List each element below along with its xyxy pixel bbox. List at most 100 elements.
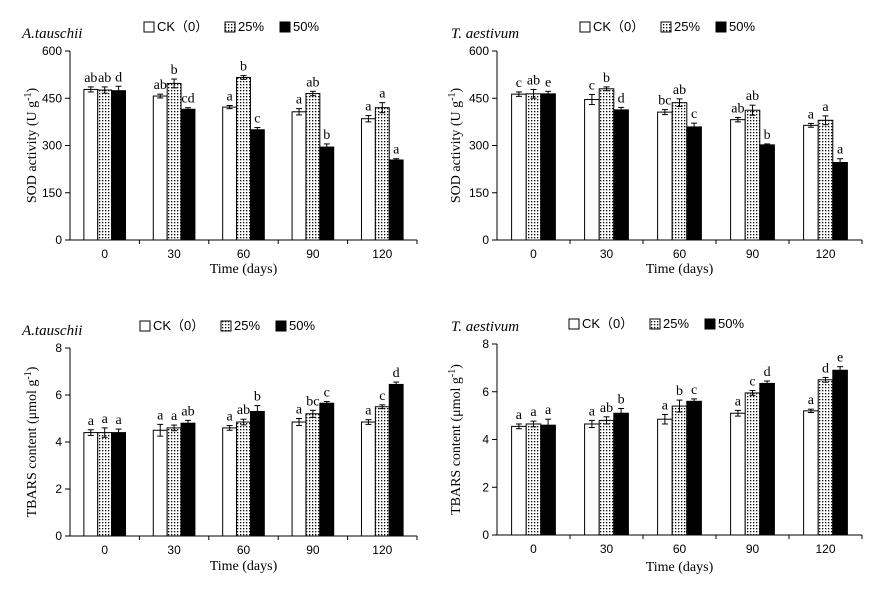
- y-tick-label: 300: [42, 139, 62, 153]
- significance-label: a: [837, 143, 844, 158]
- significance-label: a: [393, 143, 400, 158]
- bar: [803, 124, 819, 241]
- y-tick-label: 150: [469, 186, 489, 200]
- x-tick-label: 60: [673, 247, 687, 261]
- bar: [744, 392, 761, 536]
- significance-label: a: [296, 403, 303, 418]
- bar: [83, 432, 99, 537]
- significance-label: c: [589, 78, 595, 93]
- significance-label: ab: [746, 89, 759, 104]
- significance-label: ab: [673, 83, 686, 98]
- significance-label: e: [545, 75, 551, 90]
- y-tick-label: 300: [469, 139, 489, 153]
- significance-label: d: [393, 366, 400, 381]
- legend-label: 25%: [663, 316, 689, 331]
- bar: [817, 379, 834, 536]
- bar: [305, 413, 321, 537]
- legend-swatch: [704, 318, 716, 330]
- y-tick-label: 0: [55, 233, 62, 247]
- x-tick-label: 30: [600, 542, 614, 556]
- bar: [166, 427, 182, 537]
- legend-label: 25%: [674, 19, 700, 34]
- bar: [152, 429, 168, 537]
- bar: [374, 406, 390, 537]
- bar: [360, 118, 376, 241]
- x-tick-label: 90: [746, 247, 760, 261]
- x-tick-label: 60: [673, 542, 687, 556]
- bar: [180, 108, 196, 241]
- significance-label: a: [545, 403, 552, 418]
- y-tick-label: 150: [42, 186, 62, 200]
- significance-label: b: [171, 63, 178, 78]
- y-tick-label: 4: [482, 433, 489, 447]
- legend-label: 50%: [289, 318, 315, 333]
- bar: [236, 76, 251, 241]
- legend-label: CK（0）: [153, 318, 204, 333]
- significance-label: ab: [237, 403, 250, 418]
- significance-label: a: [88, 414, 95, 429]
- significance-label: a: [589, 404, 596, 419]
- legend-swatch: [568, 318, 580, 330]
- bar: [657, 111, 673, 241]
- legend-swatch: [224, 21, 236, 33]
- significance-label: a: [115, 413, 122, 428]
- significance-label: ab: [731, 101, 744, 116]
- bar: [236, 421, 251, 537]
- bar: [817, 119, 834, 241]
- significance-label: c: [254, 112, 260, 127]
- legend-swatch: [579, 21, 591, 33]
- significance-label: ab: [181, 404, 194, 419]
- x-tick-label: 120: [815, 247, 835, 261]
- significance-label: a: [365, 100, 372, 115]
- legend-label: 50%: [293, 19, 319, 34]
- y-tick-label: 600: [469, 44, 489, 58]
- y-tick-label: 4: [55, 435, 62, 449]
- y-tick-label: 0: [482, 233, 489, 247]
- significance-label: c: [516, 76, 522, 91]
- bar: [152, 95, 168, 241]
- significance-label: ab: [600, 401, 613, 416]
- bar: [744, 109, 761, 241]
- bar: [671, 102, 688, 241]
- significance-label: a: [808, 107, 815, 122]
- y-axis-label: TBARS content (μmol g-1): [23, 366, 41, 517]
- legend-label: 50%: [729, 19, 755, 34]
- x-tick-label: 90: [746, 542, 760, 556]
- x-axis-label: Time (days): [210, 559, 278, 574]
- legend-swatch: [139, 320, 151, 332]
- significance-label: e: [837, 351, 843, 366]
- bar: [759, 144, 775, 241]
- legend: CK（0） 25% 50%: [579, 19, 755, 34]
- bar: [803, 410, 819, 536]
- bar: [511, 425, 527, 536]
- x-axis-label: Time (days): [646, 560, 714, 575]
- bar: [291, 421, 307, 537]
- significance-label: c: [691, 107, 697, 122]
- y-axis-label: SOD activity (U g-1): [447, 88, 465, 204]
- y-tick-label: 450: [42, 91, 62, 105]
- significance-label: c: [324, 386, 330, 401]
- bar: [759, 382, 775, 536]
- x-tick-label: 30: [167, 543, 181, 557]
- bar: [319, 402, 335, 537]
- bar: [166, 82, 182, 241]
- bar: [388, 159, 404, 241]
- bar: [613, 109, 629, 241]
- significance-label: b: [764, 128, 771, 143]
- bar: [832, 162, 848, 241]
- bar: [83, 88, 99, 241]
- significance-label: a: [157, 408, 164, 423]
- y-tick-label: 0: [482, 528, 489, 542]
- legend-label: 25%: [238, 19, 264, 34]
- significance-label: ab: [154, 78, 167, 93]
- x-tick-label: 60: [237, 543, 251, 557]
- bar: [360, 421, 376, 537]
- y-tick-label: 600: [42, 44, 62, 58]
- chart-title: A.tauschii: [21, 323, 82, 339]
- x-tick-label: 0: [530, 247, 537, 261]
- x-tick-label: 90: [306, 543, 320, 557]
- significance-label: b: [323, 128, 330, 143]
- bar: [540, 93, 556, 241]
- significance-label: d: [764, 365, 771, 380]
